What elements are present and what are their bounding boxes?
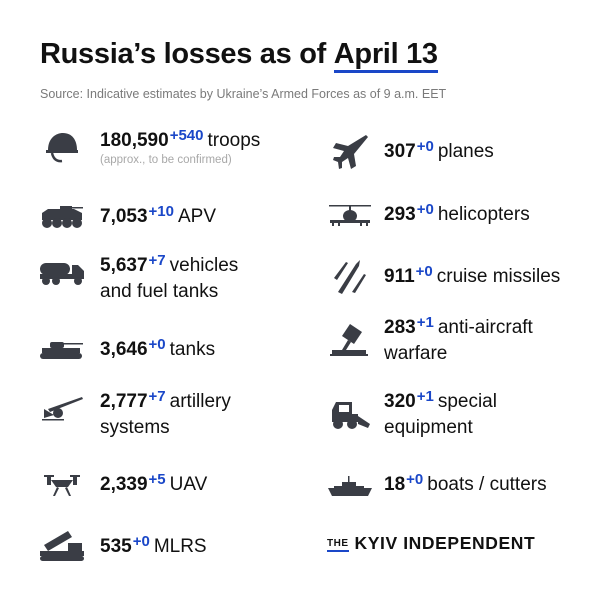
stat-anti-aircraft: 283+1 anti-aircraft warfare <box>324 314 533 367</box>
stat-boats: 18+0 boats / cutters <box>324 466 547 506</box>
special-label-2: equipment <box>384 417 473 438</box>
boats-label: boats / cutters <box>427 474 547 495</box>
apv-delta: +10 <box>148 203 174 220</box>
boat-icon <box>324 466 376 506</box>
missiles-value: 911 <box>384 266 415 287</box>
vehicles-delta: +7 <box>148 252 166 269</box>
uav-value: 2,339 <box>100 474 148 495</box>
helicopters-delta: +0 <box>416 201 434 218</box>
vehicles-label: vehicles <box>169 255 239 276</box>
troops-value: 180,590 <box>100 130 169 151</box>
helicopters-value: 293 <box>384 204 416 225</box>
uav-delta: +5 <box>148 471 166 488</box>
fuel-truck-icon <box>36 252 88 292</box>
logo-name: KYIV INDEPENDENT <box>354 533 536 553</box>
stat-apv: 7,053+10 APV <box>36 198 216 238</box>
kyiv-independent-logo: THE KYIV INDEPENDENT <box>327 533 535 554</box>
plane-icon <box>324 132 376 172</box>
title-date: April 13 <box>333 38 438 73</box>
stat-tanks: 3,646+0 tanks <box>36 330 215 370</box>
helicopter-icon <box>324 196 376 236</box>
apv-icon <box>36 198 88 238</box>
anti-aircraft-label: anti-aircraft <box>437 317 533 338</box>
special-value: 320 <box>384 391 416 412</box>
tank-icon <box>36 330 88 370</box>
stat-mlrs: 535+0 MLRS <box>36 526 207 566</box>
title-prefix: Russia’s losses as of <box>40 38 334 70</box>
anti-aircraft-icon <box>324 320 376 360</box>
artillery-delta: +7 <box>148 388 166 405</box>
uav-label: UAV <box>169 474 208 495</box>
mlrs-value: 535 <box>100 536 132 557</box>
special-delta: +1 <box>416 388 434 405</box>
artillery-label-2: systems <box>100 417 170 438</box>
stat-artillery: 2,777+7 artillery systems <box>36 388 231 441</box>
planes-delta: +0 <box>416 138 434 155</box>
artillery-label: artillery <box>169 391 231 412</box>
anti-aircraft-delta: +1 <box>416 314 434 331</box>
stat-vehicles: 5,637+7 vehicles and fuel tanks <box>36 252 238 305</box>
tanks-delta: +0 <box>148 336 166 353</box>
troops-label: troops <box>207 130 261 151</box>
stat-helicopters: 293+0 helicopters <box>324 196 530 236</box>
artillery-icon <box>36 388 88 428</box>
mlrs-icon <box>36 526 88 566</box>
missiles-label: cruise missiles <box>436 266 561 287</box>
planes-value: 307 <box>384 141 416 162</box>
mlrs-delta: +0 <box>132 533 150 550</box>
boats-value: 18 <box>384 474 406 495</box>
vehicles-label-2: and fuel tanks <box>100 281 219 302</box>
boats-delta: +0 <box>406 471 424 488</box>
anti-aircraft-value: 283 <box>384 317 416 338</box>
stat-cruise-missiles: 911+0 cruise missiles <box>324 256 560 296</box>
stat-planes: 307+0 planes <box>324 132 494 172</box>
drone-icon <box>36 466 88 506</box>
apv-label: APV <box>178 206 217 227</box>
anti-aircraft-label-2: warfare <box>384 343 448 364</box>
page-title: Russia’s losses as of April 13 <box>40 38 438 73</box>
tanks-value: 3,646 <box>100 339 148 360</box>
tanks-label: tanks <box>169 339 216 360</box>
source-note: Source: Indicative estimates by Ukraine’… <box>40 87 447 101</box>
artillery-value: 2,777 <box>100 391 148 412</box>
missile-icon <box>324 256 376 296</box>
stat-special-equipment: 320+1 special equipment <box>324 388 497 441</box>
mlrs-label: MLRS <box>153 536 207 557</box>
special-equipment-icon <box>324 394 376 434</box>
apv-value: 7,053 <box>100 206 148 227</box>
helicopters-label: helicopters <box>437 204 530 225</box>
troops-delta: +540 <box>169 127 204 144</box>
logo-the: THE <box>327 538 349 552</box>
stat-uav: 2,339+5 UAV <box>36 466 207 506</box>
vehicles-value: 5,637 <box>100 255 148 276</box>
helmet-icon <box>36 128 88 168</box>
stat-troops: 180,590+540 troops (approx., to be confir… <box>36 127 261 168</box>
special-label: special <box>437 391 497 412</box>
missiles-delta: +0 <box>415 263 433 280</box>
planes-label: planes <box>437 141 494 162</box>
troops-note: (approx., to be confirmed) <box>100 154 232 166</box>
